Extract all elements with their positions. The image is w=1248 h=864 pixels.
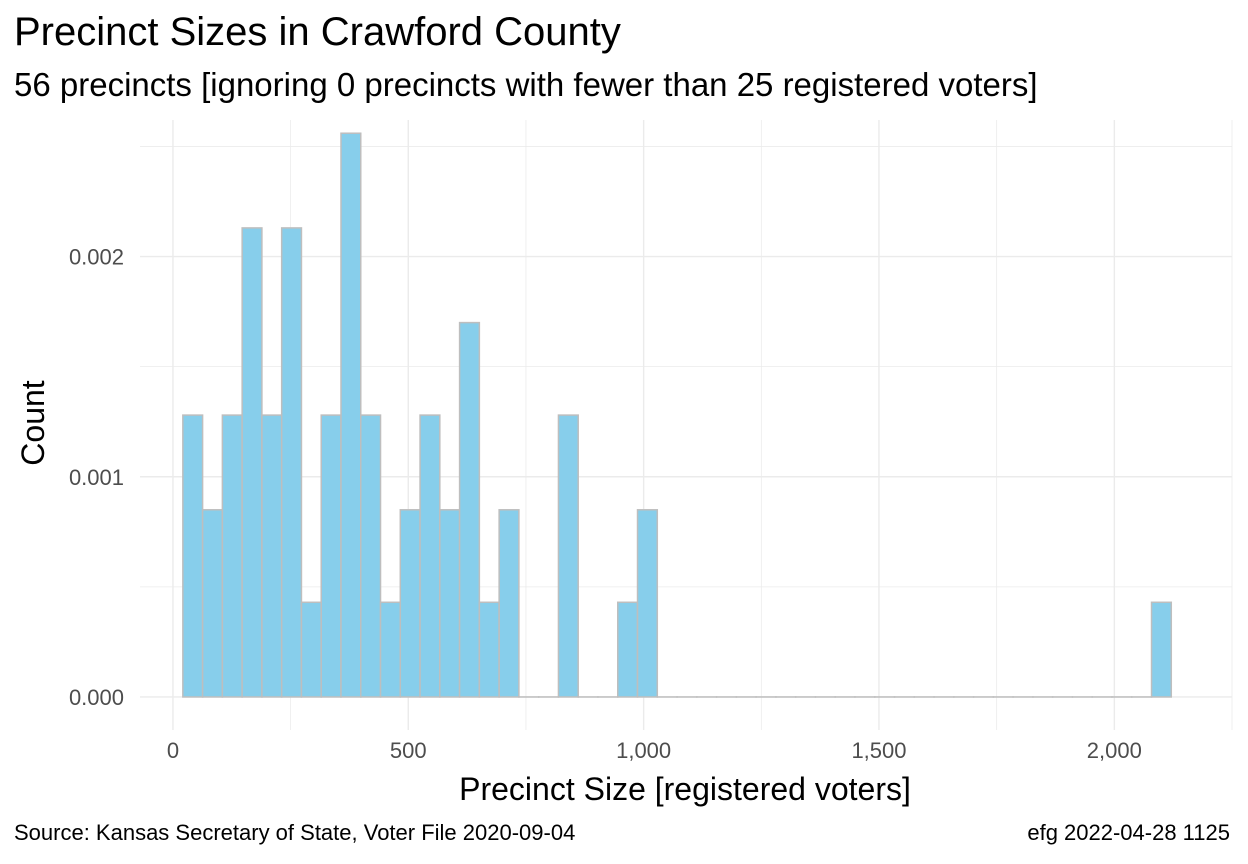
histogram-bar — [458, 321, 481, 698]
histogram-bar — [320, 414, 342, 698]
histogram-bar — [261, 414, 283, 698]
histogram-bar — [360, 414, 382, 698]
histogram-bar — [300, 601, 322, 698]
x-tick-label: 500 — [390, 738, 427, 763]
histogram-bar — [241, 227, 263, 698]
histogram-bar — [201, 509, 224, 698]
histogram-bar — [498, 509, 520, 698]
histogram-bar — [280, 227, 303, 698]
x-axis-title: Precinct Size [registered voters] — [459, 771, 911, 807]
histogram-bar — [221, 414, 243, 698]
x-tick-label: 0 — [167, 738, 179, 763]
timestamp-caption: efg 2022-04-28 1125 — [1027, 820, 1230, 845]
histogram-bar — [1150, 601, 1173, 698]
chart-subtitle: 56 precincts [ignoring 0 precincts with … — [14, 66, 1038, 103]
histogram-bar — [340, 132, 362, 698]
source-caption: Source: Kansas Secretary of State, Voter… — [14, 820, 576, 845]
histogram-bar — [617, 601, 639, 698]
histogram-bar — [399, 509, 421, 698]
chart-title: Precinct Sizes in Crawford County — [14, 10, 621, 54]
histogram-bar — [636, 509, 659, 698]
y-tick-label: 0.002 — [69, 245, 124, 270]
tick-labels: 0 500 1,000 1,500 2,000 0.000 0.001 0.002 — [69, 245, 1142, 763]
y-tick-label: 0.000 — [69, 685, 124, 710]
x-tick-label: 1,000 — [616, 738, 671, 763]
histogram-bar — [419, 414, 441, 698]
x-tick-label: 1,500 — [851, 738, 906, 763]
y-tick-label: 0.001 — [69, 465, 124, 490]
histogram-bar — [478, 601, 500, 698]
histogram-bar — [439, 509, 461, 698]
histogram-bar — [557, 414, 579, 698]
histogram-bar — [182, 414, 204, 698]
y-axis-title: Count — [15, 380, 51, 466]
histogram-bar — [379, 601, 402, 698]
histogram-bars — [182, 132, 1173, 698]
x-tick-label: 2,000 — [1087, 738, 1142, 763]
